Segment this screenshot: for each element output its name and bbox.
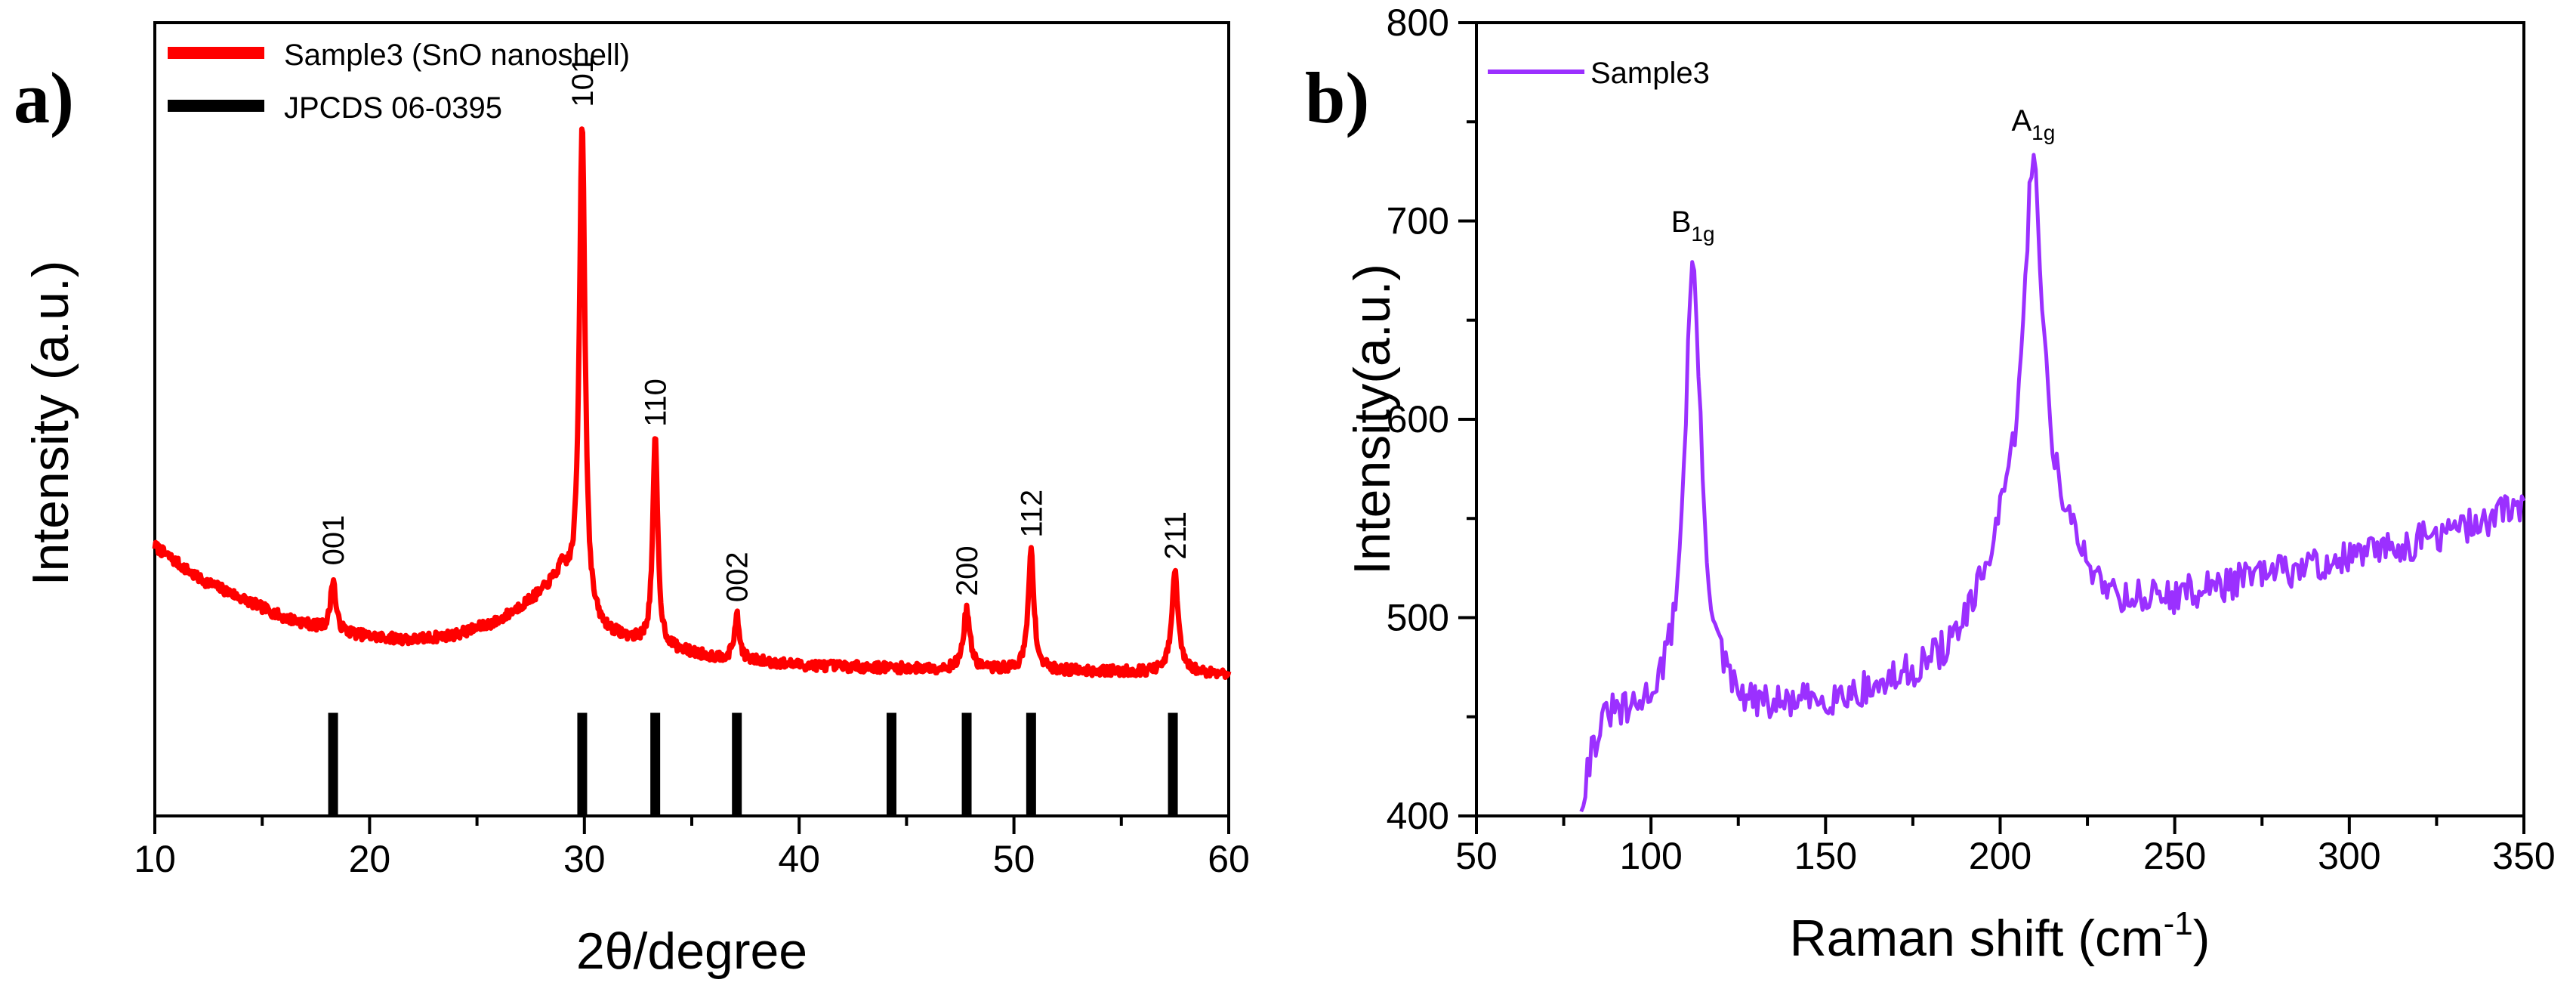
panel-b-legend: Sample3	[1488, 57, 1710, 90]
xrd-sample3-line	[152, 126, 1232, 680]
x-tick-label: 60	[1208, 838, 1250, 880]
x-tick-label: 20	[349, 838, 391, 880]
x-tick-label: 200	[1969, 835, 2031, 877]
x-tick-label: 350	[2492, 835, 2555, 877]
hkl-label: 200	[951, 545, 984, 596]
panel-b-x-axis-title: Raman shift (cm-1)	[1790, 905, 2210, 967]
y-tick-label: 600	[1387, 398, 1449, 440]
panel-a-legend: Sample3 (SnO nanoshell) JPCDS 06-0395	[168, 39, 630, 125]
y-tick-label: 400	[1387, 795, 1449, 837]
hkl-label: 211	[1159, 511, 1192, 560]
y-tick-label: 500	[1387, 597, 1449, 639]
y-tick-label: 700	[1387, 200, 1449, 243]
panel-a-x-ticks: 10 20 30 40 50 60	[134, 816, 1250, 880]
x-tick-label: 100	[1619, 835, 1682, 877]
legend-label-sample3: Sample3 (SnO nanoshell)	[284, 39, 630, 72]
panel-a-label: a)	[14, 57, 74, 138]
raman-sample3-line	[1579, 153, 2526, 813]
x-tick-label: 40	[778, 838, 820, 880]
panel-b-x-ticks: 50 100 150 200 250 300 350	[1455, 816, 2556, 877]
panel-a-frame	[153, 21, 1230, 817]
x-tick-label: 250	[2143, 835, 2206, 877]
x-tick-label: 150	[1794, 835, 1857, 877]
y-tick-label: 800	[1387, 2, 1449, 44]
raman-peak-labels: B1g A1g	[1671, 104, 2056, 246]
panel-a-x-axis-title: 2θ/degree	[576, 922, 807, 980]
panel-b-y-axis-title: Intensity(a.u.)	[1344, 264, 1401, 575]
x-tick-label: 10	[134, 838, 176, 880]
x-tick-label: 300	[2318, 835, 2380, 877]
reference-sticks	[328, 712, 1178, 816]
legend-label-raman: Sample3	[1590, 57, 1710, 90]
panel-b-label: b)	[1305, 57, 1369, 138]
panel-a: a) 001 101 110 002 200 112 211 10 20 30 40 50 60 Sa…	[14, 21, 1250, 980]
x-tick-label: 50	[993, 838, 1035, 880]
x-tick-label: 50	[1455, 835, 1498, 877]
hkl-label: 001	[317, 515, 350, 566]
hkl-labels: 001 101 110 002 200 112 211	[317, 57, 1192, 602]
raman-peak-label: B1g	[1671, 205, 1715, 246]
hkl-label: 110	[640, 379, 673, 427]
raman-peak-label: A1g	[2011, 104, 2055, 144]
hkl-label: 101	[566, 57, 600, 107]
panel-a-y-axis-title: Intensity (a.u.)	[22, 261, 79, 586]
hkl-label: 002	[721, 552, 754, 602]
x-tick-label: 30	[563, 838, 606, 880]
hkl-label: 112	[1015, 490, 1048, 538]
panel-b-y-ticks: 400 500 600 700 800	[1387, 2, 1476, 837]
panel-b: b) B1g A1g 50 100 150 200 250 300 350 400 500 600…	[1305, 2, 2556, 967]
legend-label-jpcds: JPCDS 06-0395	[284, 91, 502, 125]
